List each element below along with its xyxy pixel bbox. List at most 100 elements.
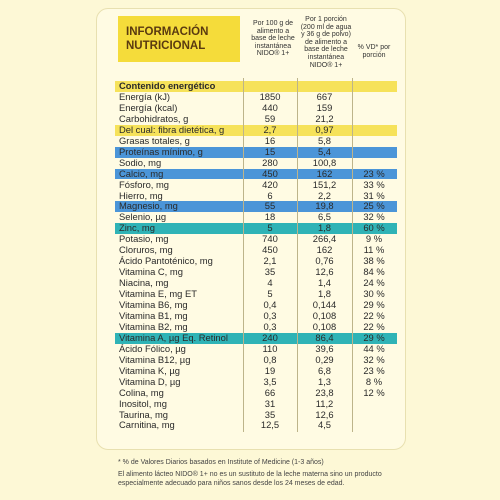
- cell-value: 44 %: [363, 342, 385, 354]
- row-label: Grasas totales, g: [119, 134, 190, 146]
- cell-value: 1,3: [317, 375, 332, 387]
- cell-value: 0,3: [263, 320, 277, 332]
- column-divider: [352, 78, 353, 432]
- cell-value: 440: [262, 101, 278, 113]
- cell-value: 19: [264, 364, 276, 376]
- cell-value: 32 %: [363, 353, 385, 365]
- table-row: Proteínas mínimo, g 15 5,4: [115, 145, 397, 158]
- cell-value: 23,8: [315, 386, 334, 398]
- table-row: Vitamina E, mg ET 5 1,8 30 %: [115, 288, 397, 300]
- row-label: Vitamina E, mg ET: [119, 288, 197, 300]
- cell-value: 8 %: [365, 375, 383, 387]
- cell-value: 4: [267, 277, 273, 289]
- column-header: Por 1 porción (200 ml de agua y 36 g de …: [300, 16, 352, 69]
- cell-value: 35: [264, 408, 276, 420]
- column-divider: [297, 78, 298, 432]
- row-label: Hierro, mg: [119, 189, 163, 201]
- table-row: Contenido energético: [115, 80, 397, 92]
- table-row: Vitamina B2, mg 0,3 0,108 22 %: [115, 320, 397, 333]
- cell-value: 6,8: [317, 364, 332, 376]
- cell-value: 15: [264, 145, 276, 157]
- row-label: Sodio, mg: [119, 156, 162, 168]
- table-row: Fósforo, mg 420 151,2 33 %: [115, 178, 397, 191]
- row-label: Calcio, mg: [119, 167, 164, 179]
- table-row: Vitamina A, µg Eq. Retinol 240 86,4 29 %: [115, 331, 397, 344]
- cell-value: 16: [264, 134, 276, 146]
- cell-value: 100,8: [312, 156, 337, 168]
- cell-value: 23 %: [363, 167, 385, 179]
- table-row: Vitamina B12, µg 0,8 0,29 32 %: [115, 353, 397, 366]
- row-label: Energía (kJ): [119, 90, 171, 102]
- cell-value: 2,1: [263, 255, 277, 267]
- cell-value: 31: [264, 397, 276, 409]
- table-row: Ácido Pantoténico, mg 2,1 0,76 38 %: [115, 255, 397, 267]
- row-label: Del cual: fibra dietética, g: [119, 123, 225, 135]
- cell-value: 162: [316, 244, 333, 256]
- cell-value: 55: [264, 200, 276, 212]
- cell-value: 1850: [259, 90, 281, 102]
- cell-value: 0,8: [263, 353, 277, 365]
- cell-value: 2,7: [263, 123, 277, 135]
- cell-value: 162: [316, 167, 333, 179]
- table-row: Taurina, mg 35 12,6: [115, 408, 397, 421]
- cell-value: 0,108: [312, 320, 337, 332]
- row-label: Vitamina D, µg: [119, 375, 181, 387]
- cell-value: 66: [264, 386, 276, 398]
- cell-value: 0,76: [315, 255, 334, 267]
- cell-value: 11,2: [315, 397, 334, 409]
- cell-value: 86,4: [315, 331, 334, 343]
- cell-value: 84 %: [363, 266, 385, 278]
- row-label: Vitamina B1, mg: [119, 309, 188, 321]
- cell-value: 0,108: [312, 309, 337, 321]
- cell-value: 3,5: [263, 375, 277, 387]
- cell-value: 1,8: [317, 222, 332, 234]
- cell-value: 5,4: [317, 145, 332, 157]
- cell-value: 280: [262, 156, 278, 168]
- cell-value: 9 %: [365, 233, 383, 245]
- table-row: Vitamina C, mg 35 12,6 84 %: [115, 266, 397, 278]
- cell-value: 740: [262, 233, 278, 245]
- cell-value: 30 %: [363, 288, 385, 300]
- row-label: Cloruros, mg: [119, 244, 173, 256]
- row-label: Energía (kcal): [119, 101, 178, 113]
- cell-value: 0,3: [263, 309, 277, 321]
- cell-value: 2,2: [317, 189, 332, 201]
- cell-value: 38 %: [363, 255, 385, 267]
- title-line: INFORMACIÓN: [126, 26, 209, 38]
- cell-value: 450: [262, 167, 278, 179]
- table-row: Calcio, mg 450 162 23 %: [115, 167, 397, 180]
- row-label: Potasio, mg: [119, 233, 169, 245]
- row-label: Ácido Fólico, µg: [119, 342, 186, 354]
- cell-value: 33 %: [363, 178, 385, 190]
- row-label: Ácido Pantoténico, mg: [119, 255, 213, 267]
- column-header: % VD* por porción: [357, 44, 391, 59]
- cell-value: 60 %: [363, 222, 385, 234]
- table-row: Energía (kcal) 440 159: [115, 101, 397, 114]
- cell-value: 22 %: [363, 309, 385, 321]
- cell-value: 5: [267, 222, 273, 234]
- table-row: Vitamina K, µg 19 6,8 23 %: [115, 364, 397, 377]
- cell-value: 59: [264, 112, 276, 124]
- cell-value: 4,5: [317, 419, 332, 431]
- cell-value: 21,2: [315, 112, 334, 124]
- cell-value: 32 %: [363, 211, 385, 223]
- table-row: Vitamina D, µg 3,5 1,3 8 %: [115, 375, 397, 388]
- table-row: Grasas totales, g 16 5,8: [115, 134, 397, 147]
- row-label: Vitamina A, µg Eq. Retinol: [119, 331, 228, 343]
- cell-value: 12,5: [260, 419, 280, 431]
- table-row: Del cual: fibra dietética, g 2,7 0,97: [115, 123, 397, 136]
- cell-value: 1,4: [317, 277, 332, 289]
- cell-value: 35: [264, 266, 276, 278]
- row-label: Carnitina, mg: [119, 419, 175, 431]
- row-label: Magnesio, mg: [119, 200, 178, 212]
- row-label: Colina, mg: [119, 386, 164, 398]
- table-row: Selenio, µg 18 6,5 32 %: [115, 211, 397, 223]
- cell-value: 6,5: [317, 211, 332, 223]
- row-label: Vitamina B6, mg: [119, 299, 188, 310]
- row-label: Fósforo, mg: [119, 178, 170, 190]
- table-row: Potasio, mg 740 266,4 9 %: [115, 233, 397, 245]
- cell-value: 6: [267, 189, 273, 201]
- cell-value: 450: [262, 244, 278, 256]
- cell-value: 12,6: [315, 266, 334, 278]
